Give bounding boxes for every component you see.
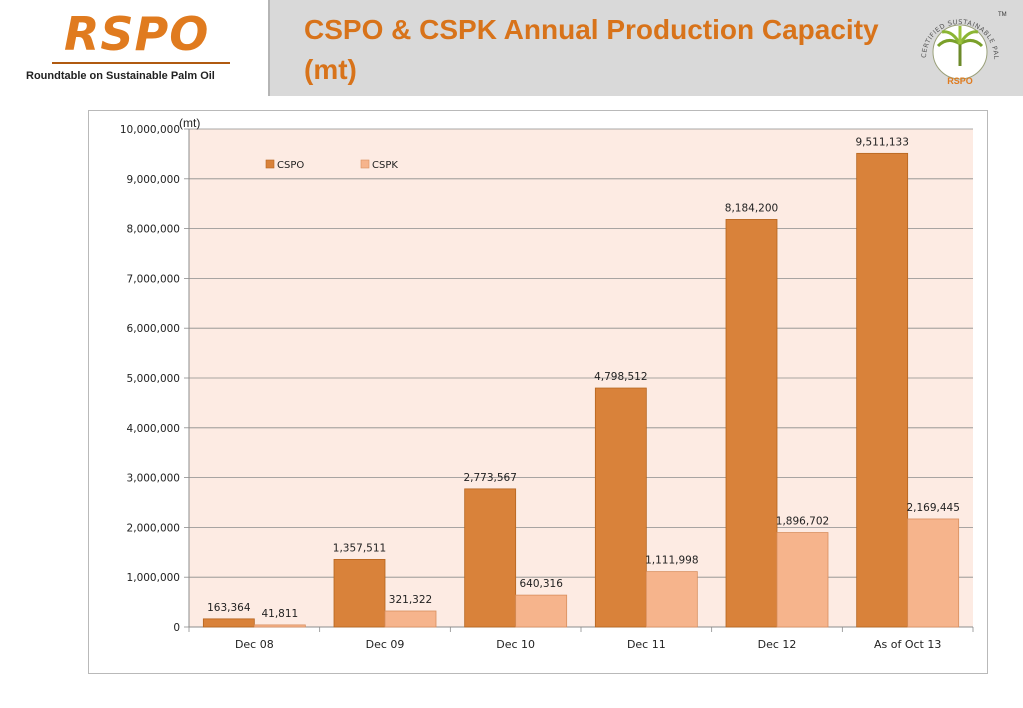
legend-swatch-cspk xyxy=(360,159,370,169)
bar-cspk xyxy=(253,624,306,628)
bar-cspk xyxy=(907,518,960,628)
bar-cspk xyxy=(776,532,829,628)
y-tick-label: 0 xyxy=(173,622,180,634)
y-tick-label: 2,000,000 xyxy=(127,522,180,534)
seal-tm: TM xyxy=(998,12,1007,18)
x-tick-label: Dec 10 xyxy=(496,638,535,651)
y-tick-label: 9,000,000 xyxy=(127,174,180,186)
x-tick-label: Dec 12 xyxy=(758,638,797,651)
x-tick-label: Dec 09 xyxy=(366,638,405,651)
bar-cspo xyxy=(202,618,255,628)
data-label: 1,111,998 xyxy=(645,555,698,567)
seal-brand: RSPO xyxy=(947,76,973,86)
bar-chart: 0 1,000,000 2,000,000 3,000,000 4,000,000 5,0… xyxy=(120,116,974,651)
chart-frame: 0 1,000,000 2,000,000 3,000,000 4,000,000 5,0… xyxy=(88,110,988,674)
bar-cspk xyxy=(384,610,437,628)
palm-tree-icon xyxy=(936,26,984,66)
page-title: CSPO & CSPK Annual Production Capacity (… xyxy=(304,14,879,85)
data-label: 321,322 xyxy=(389,594,432,606)
bar-cspk xyxy=(645,571,698,628)
bar-cspo xyxy=(725,219,778,628)
y-tick-label: 6,000,000 xyxy=(127,323,180,335)
x-tick-label: Dec 08 xyxy=(235,638,274,651)
y-tick-label: 8,000,000 xyxy=(127,224,180,236)
y-tick-label: 7,000,000 xyxy=(127,273,180,285)
y-unit-label: (mt) xyxy=(179,116,200,130)
data-label: 640,316 xyxy=(519,578,563,590)
data-label: 1,896,702 xyxy=(776,516,829,528)
y-tick-label: 1,000,000 xyxy=(127,572,180,584)
data-label: 9,511,133 xyxy=(855,136,908,148)
y-tick-label: 4,000,000 xyxy=(127,423,180,435)
logo-wordmark: RSPO xyxy=(64,7,210,61)
bar-cspk xyxy=(515,594,568,628)
bar-cspo xyxy=(464,488,517,628)
logo-subtitle: Roundtable on Sustainable Palm Oil xyxy=(26,70,215,82)
legend-label-cspk: CSPK xyxy=(372,160,398,171)
data-label: 163,364 xyxy=(207,602,251,614)
data-label: 41,811 xyxy=(261,608,298,620)
title-bar: CSPO & CSPK Annual Production Capacity (… xyxy=(268,0,1023,96)
data-label: 2,773,567 xyxy=(463,472,516,484)
bar-cspo xyxy=(856,152,909,628)
data-label: 1,357,511 xyxy=(333,542,386,554)
legend-swatch-cspo xyxy=(265,159,275,169)
legend-label-cspo: CSPO xyxy=(277,160,304,171)
x-tick-label: As of Oct 13 xyxy=(874,638,941,651)
cspo-seal-icon: CERTIFIED SUSTAINABLE PALM OIL RSPO TM xyxy=(912,6,1007,86)
y-tick-label: 5,000,000 xyxy=(127,373,180,385)
y-tick-label: 10,000,000 xyxy=(120,124,180,136)
slide-header: RSPO Roundtable on Sustainable Palm Oil … xyxy=(0,0,1023,96)
data-label: 2,169,445 xyxy=(906,502,959,514)
data-label: 4,798,512 xyxy=(594,371,647,383)
rspo-logo: RSPO Roundtable on Sustainable Palm Oil xyxy=(0,0,268,96)
data-label: 8,184,200 xyxy=(725,202,778,214)
x-tick-label: Dec 11 xyxy=(627,638,666,651)
bar-cspo xyxy=(333,558,386,628)
bar-cspo xyxy=(594,387,647,628)
logo-divider xyxy=(52,62,230,64)
y-tick-label: 3,000,000 xyxy=(127,473,180,485)
